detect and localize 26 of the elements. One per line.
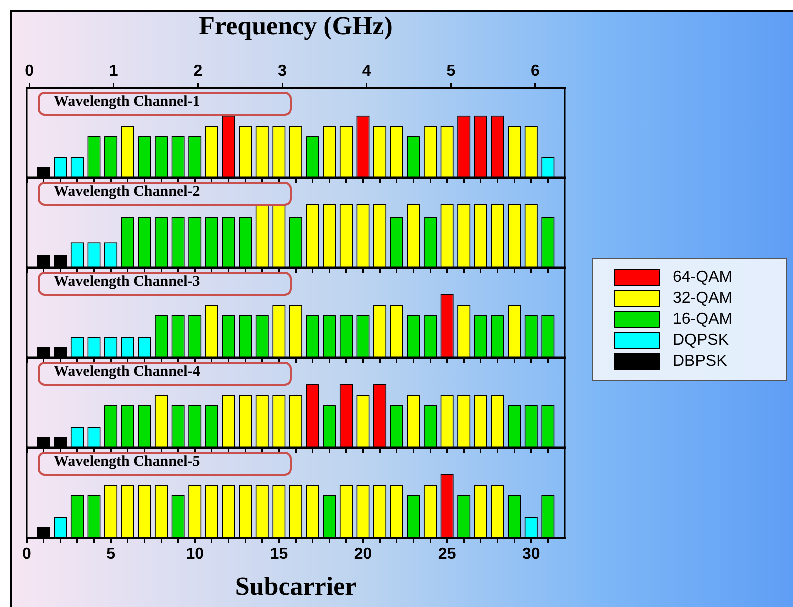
- x-tick-label: 20: [354, 546, 372, 564]
- x2-axis-title: Frequency (GHz): [199, 11, 393, 40]
- x-tick-label: 10: [186, 546, 204, 564]
- legend-label: 16-QAM: [673, 310, 733, 328]
- x-tick-label: 30: [522, 546, 540, 564]
- x2-tick-label: 6: [531, 62, 540, 80]
- chart-title: Wavelength Channel-3: [38, 272, 292, 296]
- legend-label: DBPSK: [673, 352, 728, 370]
- legend-label: DQPSK: [673, 332, 730, 350]
- x2-tick-label: 0: [25, 62, 34, 80]
- chart-title: Wavelength Channel-2: [38, 182, 292, 206]
- x-axis-title: Subcarrier: [235, 572, 357, 602]
- x-tick-label: 15: [270, 546, 288, 564]
- x-tick-label: 0: [22, 546, 32, 564]
- chart-title: Wavelength Channel-5: [38, 452, 292, 476]
- x2-tick-label: 5: [446, 62, 456, 80]
- x2-tick-label: 3: [278, 62, 288, 80]
- x2-tick-label: 2: [194, 62, 203, 80]
- x2-tick-label: 1: [109, 62, 118, 80]
- x-tick-label: 25: [438, 546, 456, 564]
- x-tick-label: 5: [106, 546, 116, 564]
- chart-title: Wavelength Channel-4: [38, 362, 292, 386]
- legend-label: 64-QAM: [673, 268, 733, 286]
- x2-tick-label: 4: [362, 62, 372, 80]
- chart-title: Wavelength Channel-1: [38, 92, 292, 116]
- legend-label: 32-QAM: [673, 290, 733, 308]
